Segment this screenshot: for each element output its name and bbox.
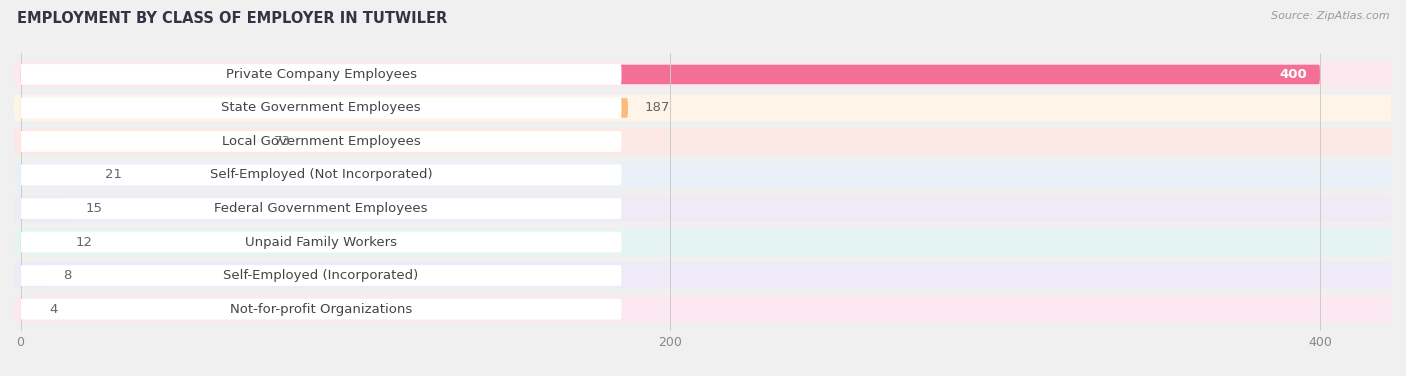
Text: Self-Employed (Incorporated): Self-Employed (Incorporated) — [224, 269, 419, 282]
FancyBboxPatch shape — [21, 232, 59, 252]
FancyBboxPatch shape — [21, 232, 621, 252]
FancyBboxPatch shape — [21, 198, 621, 219]
Text: Unpaid Family Workers: Unpaid Family Workers — [245, 235, 396, 249]
FancyBboxPatch shape — [21, 98, 628, 118]
FancyBboxPatch shape — [21, 132, 257, 151]
FancyBboxPatch shape — [21, 64, 621, 85]
Text: 400: 400 — [1279, 68, 1308, 81]
FancyBboxPatch shape — [21, 131, 621, 152]
Text: State Government Employees: State Government Employees — [221, 102, 420, 114]
Text: Not-for-profit Organizations: Not-for-profit Organizations — [231, 303, 412, 315]
FancyBboxPatch shape — [21, 65, 1320, 84]
Text: 15: 15 — [86, 202, 103, 215]
FancyBboxPatch shape — [14, 95, 1392, 121]
Text: 187: 187 — [644, 102, 669, 114]
FancyBboxPatch shape — [14, 128, 1392, 155]
FancyBboxPatch shape — [21, 165, 621, 185]
Text: 4: 4 — [49, 303, 58, 315]
Text: Private Company Employees: Private Company Employees — [225, 68, 416, 81]
FancyBboxPatch shape — [14, 262, 1392, 289]
FancyBboxPatch shape — [21, 165, 89, 185]
FancyBboxPatch shape — [14, 162, 1392, 188]
Text: 21: 21 — [105, 168, 122, 182]
FancyBboxPatch shape — [21, 299, 621, 320]
FancyBboxPatch shape — [21, 97, 621, 118]
Text: 73: 73 — [274, 135, 291, 148]
FancyBboxPatch shape — [14, 229, 1392, 255]
FancyBboxPatch shape — [14, 61, 1392, 88]
Text: Local Government Employees: Local Government Employees — [222, 135, 420, 148]
Text: 12: 12 — [76, 235, 93, 249]
Text: EMPLOYMENT BY CLASS OF EMPLOYER IN TUTWILER: EMPLOYMENT BY CLASS OF EMPLOYER IN TUTWI… — [17, 11, 447, 26]
FancyBboxPatch shape — [14, 296, 1392, 322]
FancyBboxPatch shape — [21, 199, 69, 218]
FancyBboxPatch shape — [21, 299, 34, 319]
FancyBboxPatch shape — [21, 265, 621, 286]
Text: 8: 8 — [63, 269, 72, 282]
Text: Source: ZipAtlas.com: Source: ZipAtlas.com — [1271, 11, 1389, 21]
Text: Federal Government Employees: Federal Government Employees — [214, 202, 427, 215]
Text: Self-Employed (Not Incorporated): Self-Employed (Not Incorporated) — [209, 168, 433, 182]
FancyBboxPatch shape — [21, 266, 46, 285]
FancyBboxPatch shape — [14, 196, 1392, 221]
